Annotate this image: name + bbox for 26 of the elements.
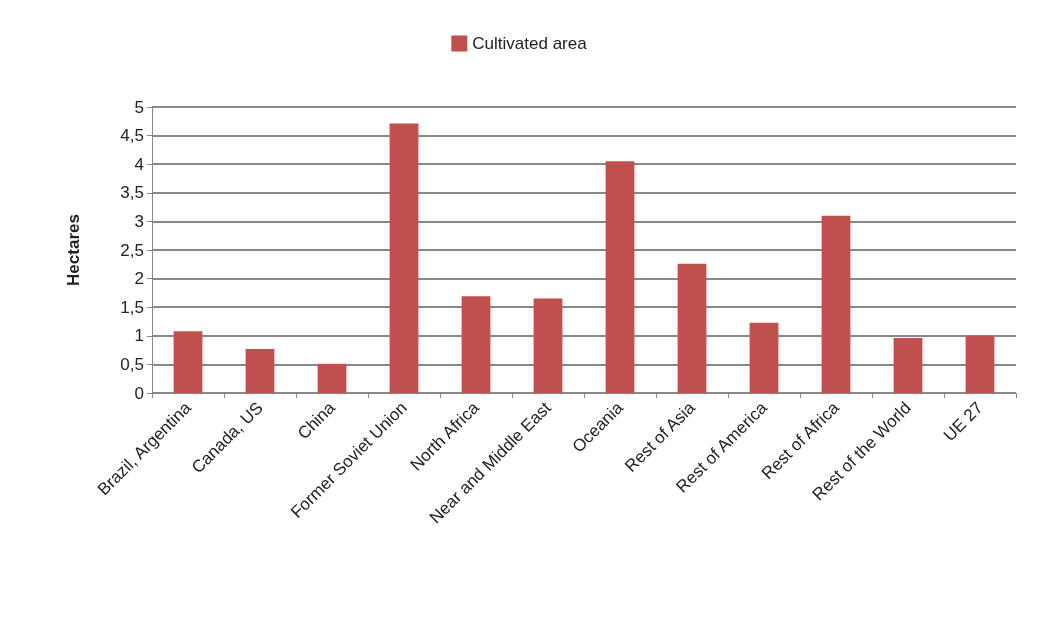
y-tick-label: 5	[134, 97, 144, 117]
bar	[893, 338, 923, 393]
bar	[749, 322, 779, 393]
y-tick-label: 2,5	[120, 240, 144, 260]
bar	[389, 123, 419, 393]
y-tick-label: 4	[134, 154, 144, 174]
y-tick-label: 3,5	[120, 183, 144, 203]
y-tick-label: 0,5	[120, 354, 144, 374]
y-tick-label: 1	[134, 326, 144, 346]
bar	[965, 335, 995, 393]
bar	[173, 331, 203, 393]
bar	[677, 263, 707, 393]
y-tick-label: 1,5	[120, 297, 144, 317]
y-tick-label: 4,5	[120, 126, 144, 146]
bar	[533, 298, 563, 393]
bar	[821, 215, 851, 393]
y-tick-label: 0	[134, 383, 144, 403]
y-axis-title: Hectares	[64, 214, 83, 286]
bar	[605, 161, 635, 393]
y-tick-label: 3	[134, 211, 144, 231]
x-tick-label: UE 27	[939, 398, 987, 446]
y-tick-label: 2	[134, 269, 144, 289]
bar	[461, 296, 491, 393]
bar	[245, 348, 275, 393]
bar	[317, 363, 347, 393]
legend-label: Cultivated area	[472, 34, 588, 53]
